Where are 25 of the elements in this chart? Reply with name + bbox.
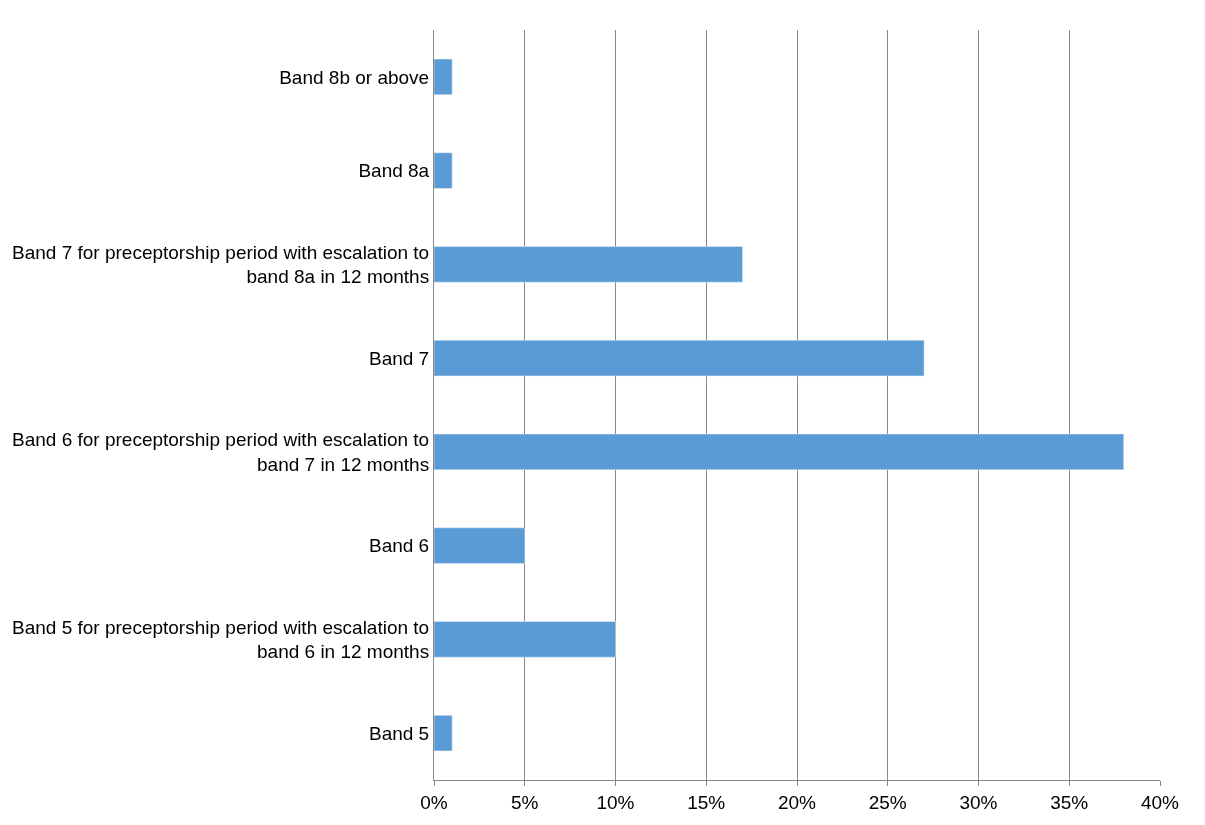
y-tick-label: Band 6: [368, 535, 430, 557]
bar: [434, 715, 453, 752]
bar: [434, 340, 925, 377]
x-tick-label: 15%: [687, 791, 726, 813]
y-tick-label: Band 7 for preceptorship period with escalation to band 8a in 12 months: [12, 241, 430, 288]
bar: [434, 246, 743, 283]
bar: [434, 152, 453, 189]
y-tick-label: Band 5 for preceptorship period with escalation to band 6 in 12 months: [12, 616, 430, 663]
bar: [434, 58, 453, 95]
x-tick-label: 30%: [959, 791, 998, 813]
y-tick-label: Band 6 for preceptorship period with escalation to band 7 in 12 months: [12, 429, 430, 475]
bar: [434, 621, 616, 658]
x-tick-label: 0%: [420, 791, 448, 813]
x-tick-label: 10%: [596, 791, 635, 813]
y-tick-label: Band 7: [368, 347, 430, 369]
x-tick-label: 25%: [868, 791, 907, 813]
y-tick-label: Band 5: [368, 722, 430, 744]
x-tick-label: 5%: [511, 791, 539, 813]
bar: [434, 527, 525, 564]
x-tick-label: 20%: [777, 791, 817, 813]
y-tick-label: Band 8a: [358, 160, 430, 182]
y-tick-label: Band 8b or above: [279, 66, 430, 88]
x-tick-label: 40%: [1140, 791, 1180, 813]
bar: [434, 433, 1124, 470]
x-tick-label: 35%: [1050, 791, 1089, 813]
